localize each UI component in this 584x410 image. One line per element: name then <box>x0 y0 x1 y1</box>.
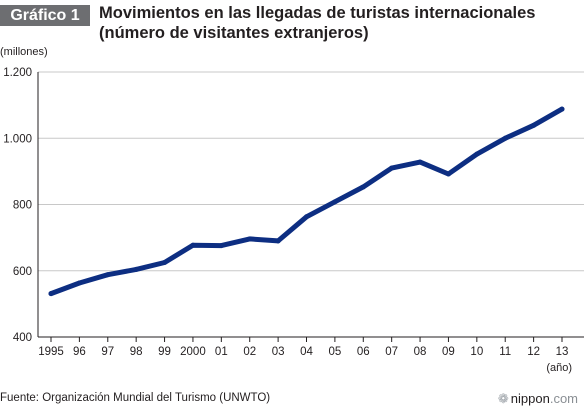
data-point <box>48 291 54 297</box>
data-point <box>417 159 423 165</box>
data-point <box>559 106 565 112</box>
x-tick-label: 05 <box>328 346 341 358</box>
y-tick-label: 1.000 <box>3 133 32 145</box>
y-axis-unit-label: (millones) <box>0 46 48 58</box>
x-tick-label: 09 <box>442 346 455 358</box>
chart-title-line-2: (número de visitantes extranjeros) <box>99 24 369 42</box>
x-tick-label: 11 <box>499 346 511 358</box>
data-point <box>247 236 253 242</box>
data-point <box>304 214 309 220</box>
y-tick-label: 800 <box>13 200 32 212</box>
x-tick-label: 03 <box>272 346 285 358</box>
x-tick-label: 08 <box>414 346 427 358</box>
data-point <box>531 122 537 128</box>
y-tick-label: 400 <box>13 332 32 344</box>
chart-number-tag: Gráfico 1 <box>0 5 90 26</box>
x-tick-label: 04 <box>300 346 313 358</box>
data-point <box>275 238 281 244</box>
x-tick-label: 01 <box>215 346 228 358</box>
x-tick-label: 13 <box>556 346 569 358</box>
series-line <box>48 106 565 297</box>
x-tick-label: 2000 <box>180 346 206 358</box>
data-point <box>474 151 480 157</box>
y-tick-label: 1.200 <box>3 67 32 79</box>
nippon-logo-icon: ❁ <box>497 391 509 406</box>
x-axis-unit-label: (año) <box>546 362 572 374</box>
data-point <box>133 266 139 272</box>
x-tick-label: 98 <box>130 346 143 358</box>
x-tick-label: 97 <box>101 346 114 358</box>
brand-logo: ❁ nippon.com <box>498 391 578 407</box>
x-tick-label: 10 <box>470 346 483 358</box>
data-point <box>502 135 508 141</box>
chart-title: Movimientos en las llegadas de turistas … <box>99 3 535 43</box>
x-tick-label: 96 <box>73 346 86 358</box>
data-point <box>162 259 168 265</box>
x-tick-label: 02 <box>243 346 256 358</box>
x-tick-label: 99 <box>158 346 171 358</box>
data-point <box>105 272 111 278</box>
brand-name: nippon <box>510 391 550 406</box>
data-point <box>445 171 451 177</box>
brand-domain: .com <box>549 391 578 406</box>
chart-title-line-1: Movimientos en las llegadas de turistas … <box>99 4 536 22</box>
x-tick-label: 06 <box>357 346 370 358</box>
y-tick-label: 600 <box>13 266 32 278</box>
data-point <box>190 242 196 248</box>
x-tick-label: 12 <box>527 346 540 358</box>
data-point <box>332 199 338 205</box>
data-point <box>360 184 366 190</box>
source-note: Fuente: Organización Mundial del Turismo… <box>0 392 271 404</box>
data-point <box>389 165 395 171</box>
data-point <box>218 243 224 249</box>
data-point <box>76 280 82 286</box>
x-tick-label: 1995 <box>38 346 64 358</box>
x-tick-label: 07 <box>385 346 398 358</box>
